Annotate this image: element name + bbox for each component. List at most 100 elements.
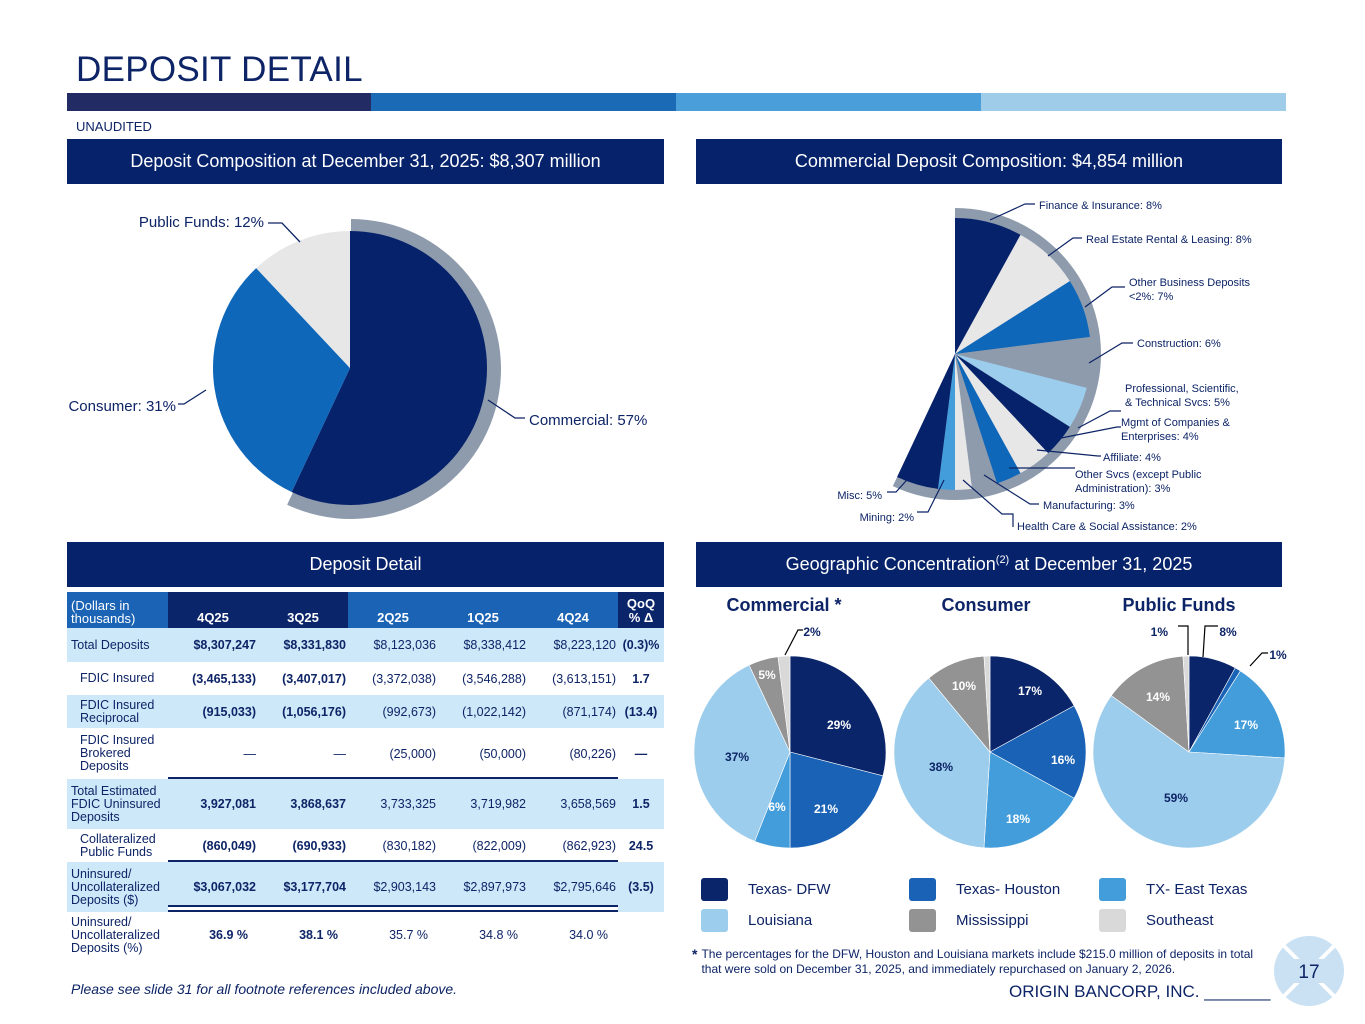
table-cell: (3,372,038) [372,671,436,686]
table-row: FDIC Insured Brokered Deposits — — (25,000)… [67,728,664,779]
geo-slice-label: 10% [952,679,976,693]
slice-label-construction: Construction: 6% [1137,338,1221,350]
geo-slice-label: 16% [1051,753,1075,767]
slice-label-other-business-deposits-2: Other Business Deposits <2%: 7% [1129,277,1251,303]
leader-line [1202,625,1218,658]
slice-manufacturing [955,354,998,489]
legend-item-southeast: Southeast [1099,909,1214,932]
commercial-composition-pie-chart: Finance & Insurance: 8% Real Estate Renta… [837,200,1252,533]
deposit-composition-pie-chart: Commercial: 57% Consumer: 31% Public Funds… [68,214,647,519]
table-row: Uninsured/ Uncollateralized Deposits (%)… [67,912,664,958]
table-header-label: (Dollars in thousands) [67,592,168,628]
legend-item-texas-dfw: Texas- DFW [701,878,831,901]
leader-line [989,203,1035,221]
geo-slice-texas-houston [989,705,1087,799]
page-number: 17 [1298,962,1319,983]
column-header: 4Q25 [168,592,258,628]
table-cell: $8,307,247 [168,628,258,662]
table-cell: (1,056,176) [258,695,348,728]
table-row: Total Estimated FDIC Uninsured Deposits 3… [67,779,664,829]
geo-legend: Texas- DFW Texas- Houston TX- East Texas… [701,878,1281,938]
header-bar-segment-1 [67,93,371,111]
table-cell: (862,923) [528,829,618,862]
legend-swatch [909,878,936,901]
table-row: Collateralized Public Funds (860,049) (690… [67,829,664,862]
slice-affiliate [955,354,1049,474]
legend-item-texas-houston: Texas- Houston [909,878,1060,901]
geo-slice-texas-dfw [789,655,887,777]
geo-panel-title: Geographic Concentration(2) at December … [786,554,1193,575]
detail-panel-header: Deposit Detail [67,542,664,587]
legend-item-east-texas: TX- East Texas [1099,878,1247,901]
qoq-change-cell: (3.5) [618,862,664,912]
table-cell: (992,673) [348,695,438,728]
table-cell: (915,033) [168,695,258,728]
table-cell: (50,000) [438,728,528,779]
geo-panel-header: Geographic Concentration(2) at December … [696,542,1282,587]
legend-item-mississippi: Mississippi [909,909,1029,932]
table-cell: (860,049) [168,829,258,862]
geo-slice-texas-dfw [989,655,1075,753]
geo-slice-southeast [983,655,991,753]
table-cell: (3,613,151) [552,671,616,686]
table-cell: $3,067,032 [168,862,258,912]
geo-slice-label: 17% [1018,684,1042,698]
slice-label-health-care-social-assistance: Health Care & Social Assistance: 2% [1017,521,1197,533]
leader-line [1060,426,1121,439]
geographic-pie-charts: 29% 21% 6% 37% 5% 2% 17% 16% 18% 38% 10% 17% 59% 14… [693,625,1287,849]
table-cell: $8,223,120 [528,628,618,662]
column-header: 3Q25 [258,592,348,628]
slice-label-manufacturing: Manufacturing: 3% [1043,500,1135,512]
geo-slice-label: 14% [1146,690,1170,704]
leader-line [983,474,1039,505]
footnote-reference: Please see slide 31 for all footnote ref… [71,981,458,997]
slice-label-affiliate: Affiliate: 4% [1103,452,1161,464]
legend-swatch [701,878,728,901]
row-label: Uninsured/ Uncollateralized Deposits ($) [67,862,168,912]
geo-slice-label: 59% [1164,791,1188,805]
geo-slice-external-label: 1% [1151,625,1169,639]
leader-line [1084,286,1125,308]
legend-swatch [909,909,936,932]
legend-label: Texas- Houston [956,881,1061,898]
table-cell: 36.9 % [209,928,248,942]
slice-label-finance-insurance: Finance & Insurance: 8% [1039,200,1162,212]
slice-label-professional-scientific-technical-svcs: Professional, Scientific, & Technical Svc… [1125,383,1239,409]
leader-line [1077,410,1121,429]
table-cell: (871,174) [528,695,618,728]
leader-line [1249,652,1268,667]
commercial-panel-header: Commercial Deposit Composition: $4,854 m… [696,139,1282,184]
geo-slice-label: 17% [1234,718,1258,732]
table-row: Uninsured/ Uncollateralized Deposits ($)… [67,862,664,912]
slice-mgmt-of-companies-enterprises [955,354,1070,454]
table-cell: 3,868,637 [258,779,348,829]
company-name: ORIGIN BANCORP, INC. _______ [1009,982,1271,1001]
geo-slice-external-label: 2% [803,625,821,639]
leader-line [784,629,803,656]
table-cell: 34.8 % [479,928,518,942]
table-cell: 38.1 % [299,928,338,942]
qoq-change-cell: 24.5 [628,838,654,853]
geo-slice-tx-east-texas [983,751,1075,849]
table-cell: — [168,728,258,779]
leader-line [917,479,945,513]
legend-swatch [1099,909,1126,932]
legend-item-louisiana: Louisiana [701,909,812,932]
slice-public-funds [256,231,350,368]
slice-label-real-estate-rental-leasing: Real Estate Rental & Leasing: 8% [1086,234,1252,246]
geo-slice-external-label: 1% [1269,648,1287,662]
slice-label-commercial: Commercial: 57% [529,412,647,429]
detail-panel-title: Deposit Detail [309,554,422,574]
table-cell: (25,000) [348,728,438,779]
slice-construction [955,336,1091,388]
table-cell: $8,123,036 [348,628,438,662]
geo-slice-tx-east-texas [1188,670,1286,759]
slice-label-public-funds: Public Funds: 12% [139,214,264,231]
table-cell: 3,927,081 [168,779,258,829]
table-cell: $8,338,412 [438,628,528,662]
slice-label-mining: Mining: 2% [860,512,915,524]
badge-center [1294,959,1324,983]
slice-other-business-deposits-2 [955,281,1090,354]
table-cell: (3,465,133) [192,671,256,686]
geo-title-text: Geographic Concentration [785,554,996,574]
